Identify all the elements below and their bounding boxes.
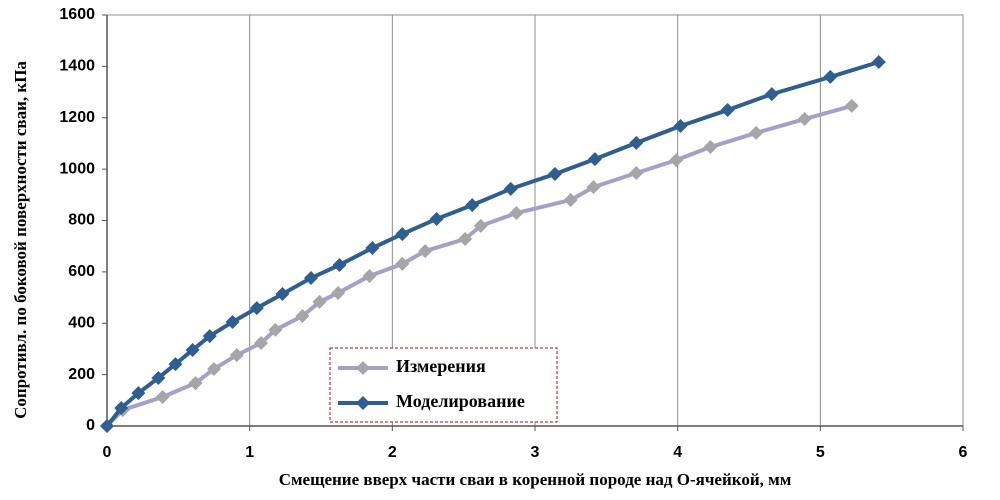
data-point <box>629 135 644 150</box>
data-point <box>844 98 859 113</box>
data-point <box>703 140 718 155</box>
data-point <box>509 206 524 221</box>
y-tick-label: 0 <box>86 417 95 434</box>
data-point <box>395 227 410 242</box>
x-axis-title: Смещение вверх части сваи в коренной пор… <box>279 470 792 489</box>
data-point <box>749 125 764 140</box>
data-point <box>473 218 488 233</box>
data-point <box>185 342 200 357</box>
data-point <box>418 244 433 259</box>
data-point <box>797 112 812 127</box>
data-point <box>465 198 480 213</box>
y-tick-label: 200 <box>68 366 95 383</box>
data-point <box>275 286 290 301</box>
x-tick-label: 4 <box>673 444 682 461</box>
x-tick-label: 1 <box>245 444 254 461</box>
data-point <box>249 301 264 316</box>
y-tick-label: 1400 <box>59 58 95 75</box>
legend-marker <box>356 361 370 375</box>
data-point <box>155 389 170 404</box>
x-tick-label: 2 <box>388 444 397 461</box>
data-point <box>225 314 240 329</box>
data-point <box>331 285 346 300</box>
data-point <box>362 268 377 283</box>
data-point <box>673 118 688 133</box>
x-tick-label: 3 <box>531 444 540 461</box>
data-point <box>100 419 114 433</box>
data-point <box>823 69 838 84</box>
data-point <box>312 294 327 309</box>
data-point <box>629 165 644 180</box>
data-point <box>458 231 473 246</box>
data-point <box>332 257 347 272</box>
data-point <box>207 361 221 376</box>
legend-marker <box>356 396 370 410</box>
y-tick-label: 800 <box>68 212 95 229</box>
data-point <box>229 348 244 363</box>
data-point <box>764 87 779 102</box>
data-point <box>563 192 578 207</box>
legend-label: Моделирование <box>396 391 525 411</box>
data-point <box>586 180 601 195</box>
data-point <box>254 336 269 351</box>
legend-label: Измерения <box>396 356 486 376</box>
data-point <box>587 152 602 167</box>
data-point <box>503 181 518 196</box>
data-point <box>304 271 319 286</box>
data-point <box>168 357 183 372</box>
y-tick-label: 600 <box>68 263 95 280</box>
y-axis-title: Сопротивл. по боковой поверхности сваи, … <box>11 61 30 419</box>
data-point <box>151 370 166 385</box>
data-point <box>429 211 444 226</box>
data-point <box>295 309 310 324</box>
data-point <box>720 103 735 118</box>
data-point <box>202 329 217 344</box>
data-point <box>131 386 146 401</box>
data-point <box>114 401 129 416</box>
y-tick-label: 1000 <box>59 160 95 177</box>
data-point <box>188 376 203 391</box>
data-point <box>395 256 410 271</box>
data-point <box>268 322 283 337</box>
legend-box <box>329 347 558 423</box>
data-point <box>871 55 886 70</box>
x-tick-label: 6 <box>959 444 968 461</box>
y-tick-label: 1200 <box>59 109 95 126</box>
y-tick-label: 400 <box>68 314 95 331</box>
data-point <box>669 153 684 168</box>
x-tick-label: 0 <box>103 444 112 461</box>
data-point <box>547 167 562 182</box>
data-point <box>365 240 380 255</box>
x-tick-label: 5 <box>816 444 825 461</box>
y-tick-label: 1600 <box>59 6 95 23</box>
